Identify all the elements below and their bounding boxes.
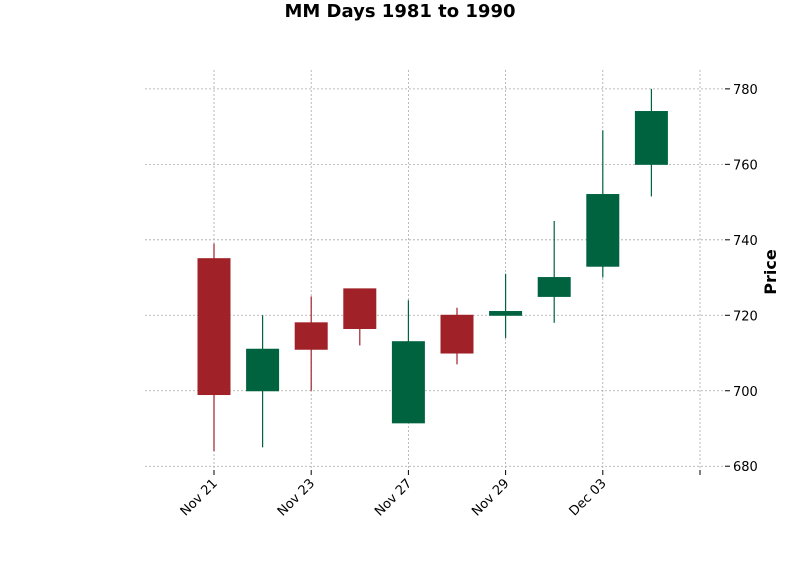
candle [391,300,425,424]
x-tick-label: Nov 29 [469,476,512,519]
candle-body [440,314,474,354]
candle [586,130,620,278]
axis-layer: 680 700 720 740 760 780 Nov 21 Nov 23 Nov 27 Nov … [178,83,758,520]
candle-body [246,348,280,392]
candle-body [197,258,231,396]
x-tick-label: Nov 21 [178,476,221,519]
x-tick-label: Dec 03 [567,476,610,519]
candle-body [634,111,668,165]
candle [343,288,377,346]
x-tick-label: Nov 27 [372,476,415,519]
candle-body [391,341,425,424]
candle [537,220,571,323]
y-tick-label: 720 [733,309,758,324]
y-tick-label: 700 [733,385,758,400]
candle-body [586,194,620,267]
candle-body [294,322,328,350]
candle-body [537,277,571,297]
candle [440,307,474,365]
y-tick-label: 740 [733,234,758,249]
y-axis-label: Price [761,249,780,295]
y-tick-label: 780 [733,83,758,98]
y-tick-label: 680 [733,460,758,475]
candle [246,315,280,448]
candle-body [343,288,377,329]
candle-layer [197,88,668,452]
candle [294,296,328,391]
x-tick-label: Nov 23 [275,476,318,519]
candle [197,243,231,452]
candle-body [489,311,523,316]
y-tick-label: 760 [733,158,758,173]
chart-title: MM Days 1981 to 1990 [284,1,515,22]
candle [489,273,523,338]
candle [634,88,668,197]
